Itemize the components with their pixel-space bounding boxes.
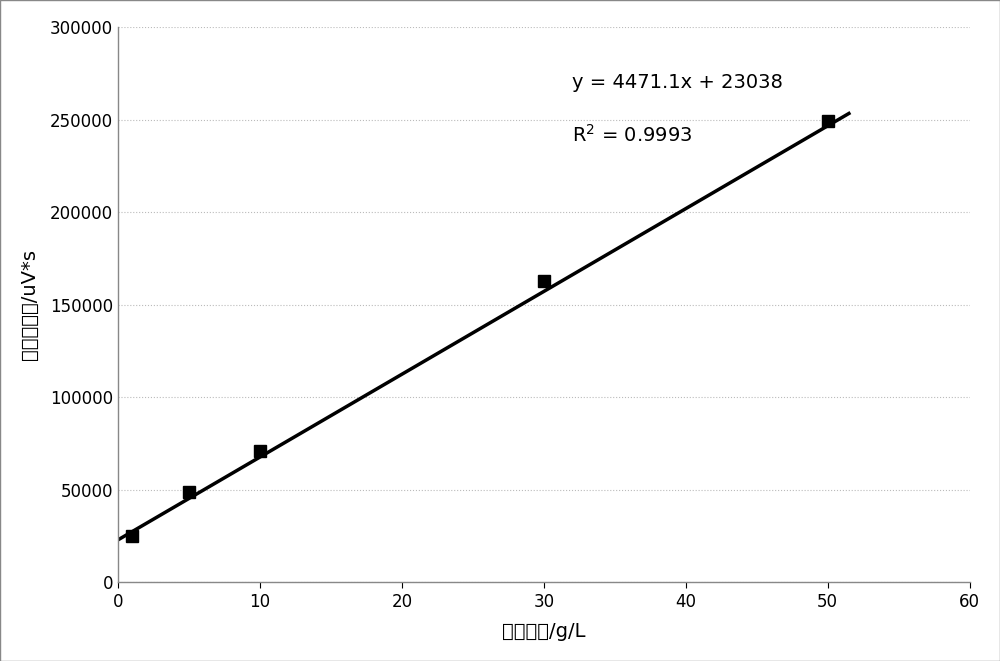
- Text: R$^2$ = 0.9993: R$^2$ = 0.9993: [572, 124, 693, 145]
- X-axis label: 糖醒浓度/g/L: 糖醒浓度/g/L: [502, 622, 586, 641]
- Y-axis label: 糖醒峰面积/uV*s: 糖醒峰面积/uV*s: [20, 249, 39, 360]
- Text: y = 4471.1x + 23038: y = 4471.1x + 23038: [572, 73, 783, 92]
